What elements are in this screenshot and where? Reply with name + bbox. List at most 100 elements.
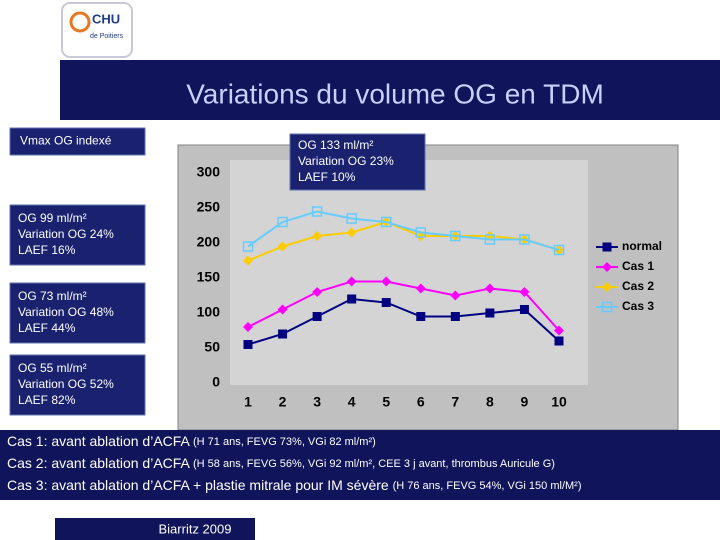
marker [380,216,392,228]
marker [277,304,288,315]
marker [312,231,323,241]
annotation-box [9,127,146,156]
x-tick-label: 5 [382,394,390,410]
marker [485,308,495,318]
annotation-text: Vmax OG indexé [20,134,112,148]
marker [381,276,392,287]
note-detail: (H 76 ans, FEVG 54%, VGi 150 ml/M²) [393,480,582,492]
annotation-text: OG 99 ml/m² [18,211,87,225]
marker [415,283,426,294]
marker [242,241,254,252]
note-text: Cas 3: avant ablation d’ACFA + plastie m… [7,477,389,493]
annotation-text: Variation OG 52% [18,377,114,391]
logo-subtext: de Poitiers [90,33,124,40]
marker [346,276,357,287]
marker [554,325,564,336]
marker [311,206,323,217]
x-tick-label: 10 [551,394,567,410]
annotation-text: Variation OG 23% [298,154,394,168]
series-line [247,280,560,332]
annotation-text: LAEF 44% [18,321,76,335]
annotation-text: OG 73 ml/m² [18,289,87,303]
marker [416,312,426,321]
y-tick-label: 200 [197,234,221,250]
annotation-text: LAEF 10% [298,170,356,184]
marker [243,255,253,266]
note: Cas 2: avant ablation d’ACFA (H 58 ans, … [7,455,555,471]
marker [519,305,529,314]
annotation-text: LAEF 82% [18,393,76,407]
note-text: Cas 1: avant ablation d’ACFA [7,433,191,449]
marker [484,283,495,294]
marker [602,242,612,252]
legend-label: Cas 3 [622,299,654,313]
marker [312,312,322,321]
marker [346,227,357,238]
notes-bar [0,430,720,500]
note-text: Cas 2: avant ablation d’ACFA [7,455,191,471]
logo-icon [69,11,91,33]
y-tick-label: 150 [197,269,221,285]
note: Cas 1: avant ablation d’ACFA (H 71 ans, … [7,433,376,449]
marker [484,234,496,245]
marker [415,227,427,238]
annotation-box [9,354,146,416]
marker [553,244,565,256]
legend-label: Cas 1 [622,259,654,273]
y-tick-label: 250 [197,199,221,215]
marker [554,336,564,346]
annotation-text: Variation OG 48% [18,305,114,319]
marker [450,290,461,301]
series-line [247,297,560,346]
title-bar [60,60,720,120]
note-detail: (H 71 ans, FEVG 73%, VGi 82 ml/m²) [193,436,376,448]
x-tick-label: 9 [521,394,529,410]
marker [346,213,357,224]
x-tick-label: 1 [244,394,252,410]
footer: Biarritz 2009 [159,521,232,536]
marker [347,294,357,304]
x-tick-label: 3 [313,394,321,410]
note: Cas 3: avant ablation d’ACFA + plastie m… [7,477,581,493]
marker [243,322,253,332]
x-tick-label: 7 [451,394,459,410]
marker [277,241,288,252]
marker [312,287,323,297]
y-tick-label: 50 [204,339,220,355]
x-tick-label: 6 [417,394,425,410]
marker [519,287,530,297]
slide-title: Variations du volume OG en TDM [186,78,604,109]
y-tick-label: 300 [197,164,221,180]
y-tick-label: 0 [212,374,220,390]
marker [601,301,613,313]
marker [450,312,460,321]
marker [602,262,612,272]
marker [243,340,253,349]
x-tick-label: 2 [279,394,287,410]
marker [450,230,461,242]
annotation-text: OG 55 ml/m² [18,361,87,375]
annotation-box [289,133,426,191]
legend-label: normal [622,239,662,253]
marker [277,216,288,228]
x-tick-label: 4 [348,394,356,410]
footer-bar [55,518,255,540]
annotation-box [9,204,146,266]
marker [519,234,530,245]
series-line [247,210,560,251]
marker [278,329,288,339]
logo-frame [61,2,133,58]
plot-area [230,160,588,385]
annotation-text: Variation OG 24% [18,227,114,241]
annotation-text: LAEF 16% [18,243,76,257]
logo-text: CHU [92,11,120,26]
marker [602,282,612,292]
annotation-text: OG 133 ml/m² [298,138,373,152]
legend-label: Cas 2 [622,279,654,293]
x-tick-label: 8 [486,394,494,410]
annotation-box [9,282,146,344]
note-detail: (H 58 ans, FEVG 56%, VGi 92 ml/m², CEE 3… [193,458,555,470]
marker [381,298,391,307]
y-tick-label: 100 [197,304,221,320]
